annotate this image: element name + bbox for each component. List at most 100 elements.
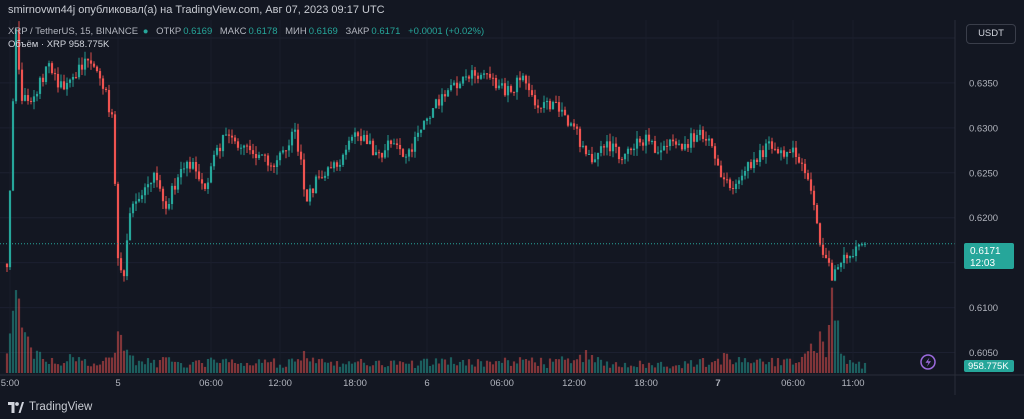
volume-bar [278, 364, 282, 373]
currency-button[interactable]: USDT [966, 24, 1016, 44]
candle-body [431, 108, 435, 118]
x-tick-label: 06:00 [781, 378, 805, 389]
volume-bar [851, 362, 855, 373]
candle-body [188, 161, 192, 169]
volume-bar [155, 367, 159, 373]
volume-bar [233, 362, 237, 373]
volume-label[interactable]: Объём · XRP [8, 39, 67, 50]
candle-body [839, 262, 843, 268]
volume-bar [89, 366, 93, 373]
volume-bar [95, 365, 99, 373]
candle-body [824, 254, 828, 259]
volume-bar [857, 361, 861, 373]
volume-bar [248, 365, 252, 373]
candle-body [308, 188, 312, 202]
volume-bar [551, 361, 555, 373]
publisher-bar: smirnovwn44j опубликовал(а) на TradingVi… [0, 0, 1024, 20]
candle-body [395, 143, 399, 145]
x-tick-label: 5:00 [1, 378, 20, 389]
candle-body [221, 135, 225, 152]
candle-body [104, 88, 108, 91]
tradingview-logo[interactable]: TradingView [8, 401, 92, 413]
candle-body [35, 93, 39, 97]
volume-bar [653, 367, 657, 373]
candle-body [65, 82, 69, 90]
volume-bar [557, 359, 561, 373]
symbol-name[interactable]: XRP / TetherUS, 15, BINANCE [8, 26, 139, 37]
volume-value: 958.775K [68, 39, 110, 50]
volume-bar [350, 363, 354, 373]
volume-bar [275, 367, 279, 373]
candle-body [536, 105, 540, 108]
candle-body [86, 58, 90, 61]
candle-body [551, 101, 555, 110]
candle-body [176, 177, 180, 190]
volume-bar [497, 361, 501, 373]
candle-body [8, 190, 12, 268]
candle-body [857, 244, 861, 247]
price-tags: 0.6171 12:03 958.775K [920, 243, 1014, 372]
candle-body [437, 99, 441, 106]
volume-bar [419, 360, 423, 373]
candlestick-chart[interactable]: 0.64000.63500.63000.62500.62000.61500.61… [0, 20, 1024, 395]
volume-bar [785, 358, 789, 373]
volume-bar [818, 331, 822, 373]
open-label: ОТКР [156, 26, 182, 37]
volume-bar [452, 363, 456, 373]
candle-body [146, 184, 150, 188]
volume-bar [518, 357, 522, 373]
volume-bar [332, 365, 336, 373]
volume-bar [677, 365, 681, 373]
candle-body [467, 76, 471, 79]
volume-bar [32, 358, 36, 373]
volume-bar [788, 358, 792, 373]
volume-bar [125, 349, 129, 373]
candle-body [230, 135, 234, 138]
candle-body [20, 69, 24, 101]
candle-body [548, 100, 552, 110]
candle-body [62, 81, 66, 90]
open-value: 0.6169 [183, 26, 213, 37]
volume-bar [830, 287, 834, 373]
candle-body [791, 147, 795, 153]
candle-body [782, 150, 786, 157]
volume-bar [62, 363, 66, 373]
volume-bar [56, 364, 60, 373]
candle-body [422, 120, 426, 130]
candle-body [53, 73, 57, 75]
volume-bar [758, 358, 762, 373]
volume-bar [254, 363, 258, 373]
volume-bar [11, 310, 15, 373]
volume-bar [164, 357, 168, 373]
candles [5, 21, 867, 282]
candle-body [614, 143, 618, 147]
candle-body [605, 141, 609, 148]
lightning-icon[interactable] [920, 354, 936, 370]
volume-bar [365, 365, 369, 373]
volume-bar [191, 361, 195, 373]
x-tick-label: 6 [424, 378, 429, 389]
candle-body [482, 73, 486, 75]
candle-body [314, 176, 318, 194]
volume-bar [8, 333, 12, 373]
candle-body [713, 146, 717, 159]
candle-body [794, 147, 798, 158]
volume-bar [353, 362, 357, 373]
volume-bar [647, 362, 651, 373]
volume-bar [545, 367, 549, 373]
y-tick-label: 0.6350 [969, 78, 998, 89]
candle-body [623, 153, 627, 160]
volume-bar [644, 367, 648, 373]
volume-bar [542, 364, 546, 373]
volume-bar [839, 353, 843, 373]
volume-bar [776, 358, 780, 373]
candle-body [227, 134, 231, 136]
volume-bar [665, 366, 669, 373]
volume-bar [800, 356, 804, 373]
candle-body [164, 201, 168, 209]
volume-bar [842, 355, 846, 373]
candle-body [593, 159, 597, 163]
volume-bar [218, 363, 222, 373]
candle-body [374, 152, 378, 156]
candle-body [686, 144, 690, 148]
